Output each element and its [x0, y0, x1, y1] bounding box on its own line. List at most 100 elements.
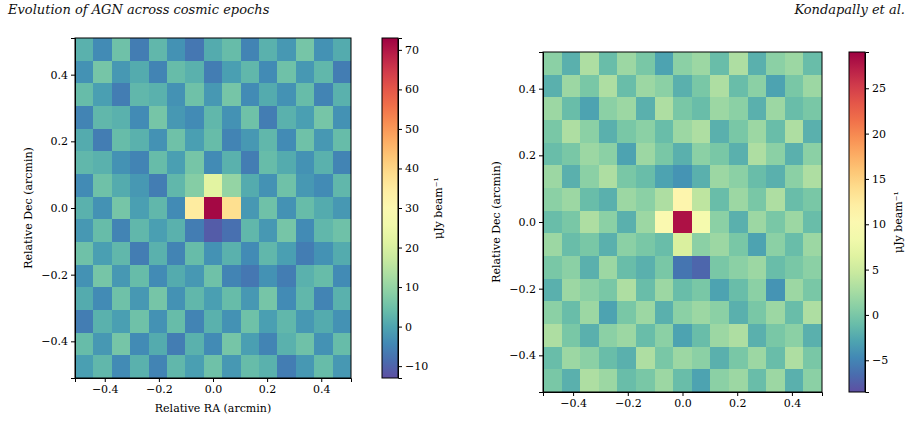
x-tick-mark [213, 378, 214, 382]
x-tick: 0.0 [205, 378, 223, 396]
cell [204, 174, 223, 197]
y-axis-line [71, 39, 76, 379]
cell [259, 129, 278, 152]
x-tick-label: −0.4 [92, 383, 119, 396]
cell [204, 61, 223, 84]
cell [314, 333, 333, 356]
heatmap [543, 52, 822, 392]
cell [692, 279, 711, 302]
colorbar-tick-mark [865, 224, 869, 225]
cell [93, 265, 112, 288]
y-tick-mark [71, 275, 75, 276]
colorbar [382, 38, 398, 378]
cell [112, 333, 131, 356]
cell [93, 38, 112, 61]
colorbar-tick-mark [398, 50, 402, 51]
cell [259, 174, 278, 197]
cell [636, 347, 655, 370]
colorbar-tick: 20 [398, 242, 419, 255]
cell [785, 97, 804, 120]
cell [314, 129, 333, 152]
cell [130, 151, 149, 174]
cell [599, 143, 618, 166]
cell [617, 188, 636, 211]
cell [204, 83, 223, 106]
y-tick-mark [539, 155, 543, 156]
cell [543, 233, 562, 256]
cell [599, 97, 618, 120]
cell [75, 355, 94, 378]
cell [112, 38, 131, 61]
cell [259, 265, 278, 288]
colorbar-tick: 5 [865, 264, 879, 277]
cell [314, 106, 333, 129]
cell [655, 165, 674, 188]
cell [75, 287, 94, 310]
cell [112, 106, 131, 129]
colorbar-tick-label: 25 [872, 82, 886, 95]
cell [75, 310, 94, 333]
colorbar-tick-mark [398, 287, 402, 288]
cell [333, 61, 351, 84]
colorbar-tick-mark [398, 129, 402, 130]
cell [599, 188, 618, 211]
cell [785, 324, 804, 347]
cell [241, 38, 260, 61]
cell [296, 151, 315, 174]
cell [277, 355, 296, 378]
cell [149, 38, 168, 61]
cell [803, 233, 822, 256]
cell [149, 265, 168, 288]
colorbar-tick-label: 60 [405, 83, 419, 96]
cell [543, 188, 562, 211]
cell [562, 165, 581, 188]
cell [562, 188, 581, 211]
cell [673, 165, 692, 188]
cell [333, 242, 351, 265]
cell [75, 61, 94, 84]
cell [314, 265, 333, 288]
cell [655, 97, 674, 120]
colorbar-tick-label: 40 [405, 162, 419, 175]
colorbar-tick-label: 50 [405, 123, 419, 136]
colorbar-axis: −10010203040506070 [398, 39, 428, 379]
cell [729, 211, 748, 234]
cell [296, 106, 315, 129]
cell [785, 75, 804, 98]
cell [673, 301, 692, 324]
cell [599, 256, 618, 279]
cell [580, 324, 599, 347]
cell [241, 333, 260, 356]
cell [710, 279, 729, 302]
cell [655, 369, 674, 392]
colorbar-tick: 10 [865, 218, 886, 231]
cell [803, 120, 822, 143]
cell [655, 279, 674, 302]
cell [185, 355, 204, 378]
cell [314, 83, 333, 106]
cell [729, 256, 748, 279]
cell [785, 52, 804, 75]
x-tick: 0.2 [259, 378, 277, 396]
colorbar-axis: −50510152025 [865, 53, 888, 393]
cell [543, 301, 562, 324]
cell [277, 219, 296, 242]
x-tick-label: −0.4 [560, 397, 587, 410]
colorbar-tick: 50 [398, 123, 419, 136]
cell [617, 279, 636, 302]
cell [277, 83, 296, 106]
cell [692, 211, 711, 234]
cell [112, 242, 131, 265]
page-header-left: Evolution of AGN across cosmic epochs [7, 2, 270, 17]
colorbar-frame [382, 38, 398, 378]
cell [673, 256, 692, 279]
cell [543, 97, 562, 120]
y-tick: 0.2 [51, 135, 76, 148]
colorbar-tick-label: 20 [872, 128, 886, 141]
cell [149, 174, 168, 197]
cell [277, 174, 296, 197]
cell [543, 75, 562, 98]
x-tick-mark [792, 392, 793, 396]
cell [580, 233, 599, 256]
cell [241, 83, 260, 106]
